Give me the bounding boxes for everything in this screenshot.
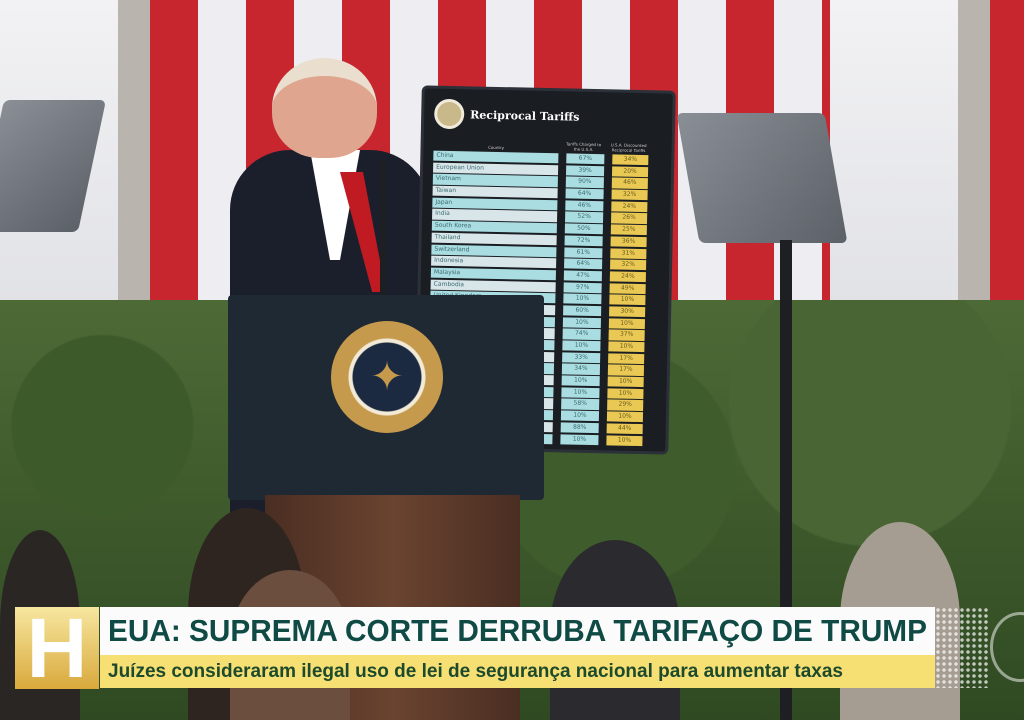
cell-reciprocal: 29%	[607, 399, 644, 411]
cell-country: Switzerland	[431, 244, 557, 257]
cell-reciprocal: 26%	[610, 212, 648, 224]
cell-charged: 90%	[565, 176, 604, 188]
cell-reciprocal: 34%	[612, 154, 649, 166]
program-logo: H	[15, 607, 99, 689]
cell-reciprocal: 37%	[608, 329, 645, 341]
dot-pattern	[935, 607, 990, 688]
cell-charged: 88%	[560, 422, 599, 434]
cell-reciprocal: 32%	[611, 189, 648, 201]
cell-charged: 39%	[565, 165, 605, 177]
cell-charged: 46%	[565, 200, 604, 212]
cell-charged: 74%	[562, 328, 601, 340]
cell-reciprocal: 10%	[608, 317, 646, 329]
cell-reciprocal: 10%	[609, 294, 646, 306]
board-title: Reciprocal Tariffs	[470, 107, 580, 124]
cell-country: Indonesia	[431, 255, 557, 269]
microphone	[380, 160, 386, 300]
cell-charged: 34%	[561, 363, 601, 375]
cell-reciprocal: 20%	[611, 166, 649, 178]
cell-charged: 10%	[560, 433, 599, 445]
cell-charged: 58%	[561, 398, 600, 410]
cell-country: Japan	[432, 197, 558, 211]
subheadline: Juízes consideraram ilegal uso de lei de…	[108, 661, 843, 682]
cell-charged: 10%	[560, 410, 600, 422]
cell-reciprocal: 24%	[609, 271, 646, 283]
cell-country: Malaysia	[430, 267, 557, 281]
cell-charged: 64%	[564, 258, 603, 270]
cell-charged: 10%	[562, 317, 602, 328]
subheadline-band: Juízes consideraram ilegal uso de lei de…	[100, 655, 935, 688]
cell-charged: 60%	[563, 305, 602, 317]
cell-reciprocal: 17%	[608, 353, 645, 364]
seal-icon	[433, 98, 465, 130]
cell-reciprocal: 30%	[609, 306, 646, 318]
cell-charged: 64%	[565, 188, 604, 200]
cell-reciprocal: 44%	[606, 423, 643, 435]
cell-charged: 52%	[565, 211, 604, 223]
cell-reciprocal: 10%	[606, 434, 643, 446]
cell-country: Vietnam	[432, 174, 558, 187]
cell-reciprocal: 46%	[611, 177, 648, 189]
col-reciprocal: U.S.A. Discounted Reciprocal Tariffs	[610, 142, 647, 154]
cell-charged: 97%	[563, 281, 602, 293]
cell-charged: 67%	[566, 153, 605, 165]
cell-country: Cambodia	[430, 279, 556, 292]
cell-reciprocal: 10%	[607, 388, 644, 400]
teleprompter-right	[676, 113, 848, 243]
cell-country: Taiwan	[432, 185, 558, 199]
teleprompter-pole	[780, 240, 792, 720]
headline: EUA: SUPREMA CORTE DERRUBA TARIFAÇO DE T…	[108, 613, 927, 648]
cell-reciprocal: 32%	[610, 259, 647, 271]
cell-reciprocal: 49%	[609, 282, 646, 294]
cell-charged: 47%	[563, 270, 602, 282]
speaker-head	[272, 58, 377, 158]
cell-charged: 33%	[562, 352, 601, 364]
cell-country: India	[432, 209, 558, 222]
cell-charged: 61%	[564, 246, 603, 258]
col-charged: Tariffs Charged to the U.S.A.	[565, 141, 602, 152]
cell-reciprocal: 10%	[607, 376, 644, 388]
cell-reciprocal: 25%	[610, 224, 647, 236]
cell-reciprocal: 10%	[606, 411, 644, 423]
cell-reciprocal: 36%	[610, 236, 647, 248]
cell-charged: 10%	[563, 293, 602, 305]
cell-reciprocal: 17%	[607, 364, 645, 376]
cell-country: China	[433, 150, 559, 164]
cell-charged: 10%	[561, 375, 600, 387]
cell-reciprocal: 10%	[608, 341, 645, 353]
cell-charged: 10%	[562, 340, 601, 352]
presidential-seal-icon: ✦	[331, 321, 443, 433]
cell-charged: 72%	[564, 235, 603, 247]
cell-charged: 50%	[564, 223, 603, 235]
cell-reciprocal: 31%	[610, 247, 647, 259]
cell-country: European Union	[433, 162, 559, 176]
headline-band: EUA: SUPREMA CORTE DERRUBA TARIFAÇO DE T…	[100, 607, 935, 655]
cell-country: Thailand	[431, 232, 557, 246]
cell-charged: 10%	[561, 387, 600, 399]
cell-reciprocal: 24%	[611, 201, 648, 213]
cell-country: South Korea	[431, 220, 557, 234]
